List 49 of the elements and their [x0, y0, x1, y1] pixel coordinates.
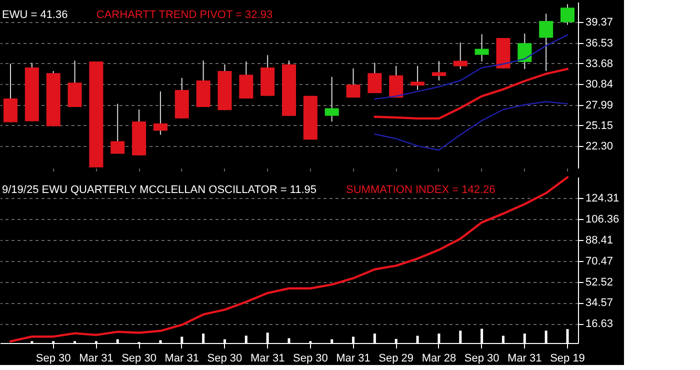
candlestick [368, 62, 382, 94]
line-series [374, 101, 568, 151]
x-tick-label: Mar 31 [336, 352, 370, 364]
x-tick-label: Sep 30 [36, 352, 71, 364]
candlestick [474, 34, 489, 62]
y-tick-label: 36.53 [586, 37, 614, 50]
line-series [374, 34, 568, 100]
candlestick [153, 90, 168, 136]
candlestick [432, 60, 446, 81]
x-tick-label: Mar 31 [79, 352, 114, 364]
candlestick [410, 65, 425, 90]
y-tick-label: 34.57 [586, 297, 614, 310]
x-tick-label: Sep 30 [464, 352, 500, 364]
x-tick-label: Sep 29 [378, 352, 414, 364]
y-tick-label: 52.52 [586, 276, 614, 288]
candlestick [110, 103, 125, 154]
x-tick-label: Mar 31 [508, 352, 542, 364]
y-tick-label: 39.37 [586, 16, 614, 29]
text: CARHARTT TREND PIVOT = 32.93 [96, 9, 273, 21]
y-tick-label: 70.47 [586, 255, 614, 268]
text: 9/19/25 EWU QUARTERLY MCCLELLAN OSCILLATOR = 11.95 [2, 184, 317, 196]
x-tick-label: Mar 31 [164, 352, 200, 364]
y-tick-label: 30.84 [586, 78, 614, 91]
candlestick [453, 42, 468, 70]
y-tick-label: 88.41 [586, 234, 614, 247]
y-tick-label: 106.36 [586, 214, 620, 226]
y-tick-label: 27.99 [586, 99, 614, 112]
annotation: EWU = 41.36 [2, 9, 68, 21]
candlestick [346, 68, 360, 98]
y-tick-label: 25.15 [586, 120, 614, 132]
candlestick [324, 76, 339, 122]
line-series [374, 68, 569, 120]
x-tick-label: Sep 30 [292, 352, 328, 364]
candlestick [239, 61, 254, 100]
x-tick-label: Mar 31 [250, 352, 285, 364]
x-tick-label: Sep 30 [207, 352, 242, 364]
candlestick [3, 63, 18, 123]
y-tick-label: 124.31 [586, 192, 620, 205]
candlestick [560, 4, 575, 26]
y-tick-label: 16.63 [586, 318, 614, 330]
candlestick [389, 65, 404, 98]
x-tick-label: Sep 30 [122, 352, 156, 364]
y-tick-label: 22.30 [586, 140, 614, 153]
series-label: SUMMATION INDEX = 142.26 [346, 184, 496, 196]
y-tick-label: 33.68 [586, 58, 614, 70]
candlestick [539, 13, 554, 72]
x-tick-label: Mar 28 [422, 352, 456, 364]
candlestick [518, 33, 532, 70]
x-tick-label: Sep 19 [550, 352, 585, 364]
